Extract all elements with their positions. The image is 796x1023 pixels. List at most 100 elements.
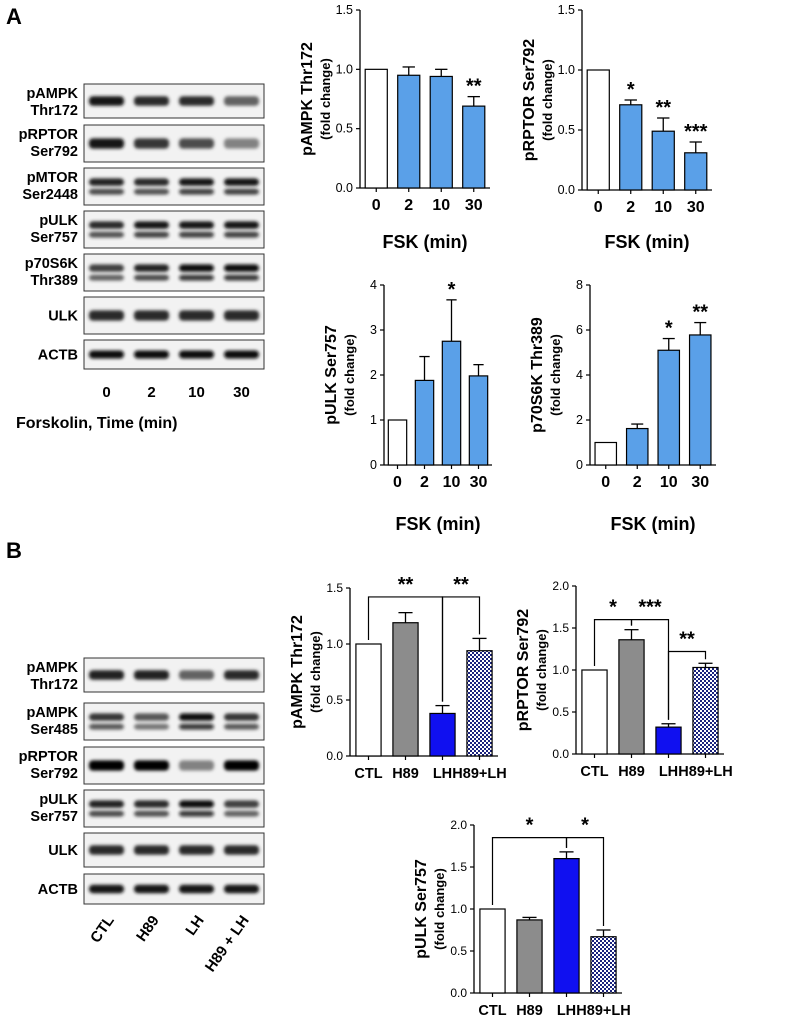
blot-b-strip bbox=[83, 789, 265, 828]
blot-a-band bbox=[178, 274, 215, 281]
blot-a-band bbox=[178, 138, 215, 149]
blot-b-frame bbox=[83, 789, 265, 828]
blot-b-band bbox=[88, 800, 125, 808]
blot-b-strip bbox=[83, 832, 265, 868]
blot-b-band bbox=[88, 760, 125, 771]
chart-5: 0.0 0.5 1.0 1.5 pAMPK Thr172 (fold change) CTL… bbox=[289, 574, 507, 782]
y-tick-label: 1.5 bbox=[558, 3, 575, 17]
y-tick-label: 0.0 bbox=[450, 986, 467, 1000]
blot-b-lane-label: LH bbox=[182, 913, 207, 939]
blot-b-label: Thr172 bbox=[30, 677, 78, 693]
blot-a-label-row: ULK bbox=[48, 309, 78, 325]
significance-marker: ** bbox=[655, 97, 671, 119]
blot-a-band bbox=[133, 178, 170, 186]
x-axis-label: FSK (min) bbox=[383, 232, 468, 252]
bracket-label: ** bbox=[453, 574, 469, 596]
y-axis-sublabel: (fold change) bbox=[534, 629, 549, 711]
bar bbox=[364, 68, 388, 189]
blot-b-band bbox=[223, 800, 260, 808]
blot-a-band bbox=[133, 138, 170, 149]
x-tick-label: CTL bbox=[478, 1003, 506, 1019]
blot-b-lane-label: H89 + LH bbox=[202, 913, 253, 976]
y-tick-label: 1.5 bbox=[326, 581, 343, 595]
y-tick-label: 0.0 bbox=[558, 183, 575, 197]
blot-b-band bbox=[223, 884, 260, 894]
significance-marker: * bbox=[448, 279, 456, 301]
significance-marker: ** bbox=[466, 76, 482, 98]
panel-label-b: B bbox=[6, 538, 22, 563]
y-tick-label: 1.5 bbox=[336, 3, 353, 17]
blot-b-band bbox=[223, 713, 260, 721]
blot-a-label: pAMPK bbox=[26, 86, 78, 102]
blot-a-strip bbox=[83, 83, 265, 119]
bar bbox=[655, 726, 682, 755]
chart-6: 0.0 0.5 1.0 1.5 2.0 pRPTOR Ser792 (fold change… bbox=[515, 579, 733, 780]
blot-b-strip bbox=[83, 657, 265, 693]
blot-a-label: pULK bbox=[39, 213, 78, 229]
blot-a-x-title: Forskolin, Time (min) bbox=[16, 415, 178, 432]
blot-b-band bbox=[178, 760, 215, 771]
bar bbox=[466, 650, 493, 757]
bar bbox=[392, 622, 419, 757]
blot-b-band bbox=[178, 845, 215, 855]
bar bbox=[625, 427, 649, 466]
blot-a-band bbox=[178, 221, 215, 229]
blot-b-strip bbox=[83, 746, 265, 785]
blot-b-band bbox=[178, 800, 215, 808]
blot-a-band bbox=[133, 231, 170, 238]
blot-a-band bbox=[223, 188, 260, 195]
blot-a-band bbox=[133, 96, 170, 106]
y-tick-label: 0.5 bbox=[552, 705, 569, 719]
blot-a-band bbox=[223, 231, 260, 238]
blot-b-lane-label: H89 bbox=[133, 913, 163, 945]
bar bbox=[387, 419, 408, 466]
bar bbox=[618, 639, 645, 755]
y-axis-sublabel: (fold change) bbox=[308, 631, 323, 713]
blot-a-label: Thr389 bbox=[30, 273, 78, 289]
chart-3: 0 1 2 3 4 pULK Ser757 (fold change) 0 2 * 10 30 FSK … bbox=[323, 278, 492, 534]
bar bbox=[462, 105, 486, 189]
y-tick-label: 2 bbox=[576, 413, 583, 427]
blot-a-strip bbox=[83, 296, 265, 335]
chart-7: 0.0 0.5 1.0 1.5 2.0 pULK Ser757 (fold change) C… bbox=[413, 815, 631, 1019]
y-tick-label: 0.5 bbox=[336, 122, 353, 136]
blot-a-band bbox=[88, 138, 125, 149]
x-tick-label: 10 bbox=[660, 474, 678, 491]
blot-b-band bbox=[88, 884, 125, 894]
chart-2: 0.0 0.5 1.0 1.5 pRPTOR Ser792 (fold change) 0 *… bbox=[521, 3, 712, 252]
y-tick-label: 0.0 bbox=[336, 181, 353, 195]
blot-a-strip bbox=[83, 124, 265, 163]
blot-b-label: pULK bbox=[39, 792, 78, 808]
x-tick-label: H89+LH bbox=[452, 766, 506, 782]
bracket-label: * bbox=[581, 815, 589, 837]
y-axis-sublabel: (fold change) bbox=[318, 58, 333, 140]
y-tick-label: 3 bbox=[370, 323, 377, 337]
x-tick-label: 10 bbox=[443, 474, 461, 491]
y-tick-label: 8 bbox=[576, 278, 583, 292]
blot-a-band bbox=[223, 274, 260, 281]
y-tick-label: 0.0 bbox=[326, 749, 343, 763]
y-tick-label: 2.0 bbox=[450, 818, 467, 832]
y-axis-label: pULK Ser757 bbox=[323, 325, 340, 425]
blot-a-band bbox=[88, 178, 125, 186]
blot-b-label: pAMPK bbox=[26, 660, 78, 676]
blot-b-label: Ser485 bbox=[30, 722, 78, 738]
x-tick-label: CTL bbox=[354, 766, 382, 782]
significance-marker: ** bbox=[692, 302, 708, 324]
x-tick-label: 30 bbox=[687, 199, 705, 216]
bar bbox=[429, 75, 453, 189]
blot-a-band bbox=[178, 264, 215, 272]
blot-b-lane-label: CTL bbox=[87, 913, 118, 947]
x-tick-label: 30 bbox=[470, 474, 488, 491]
y-tick-label: 0.5 bbox=[558, 123, 575, 137]
y-tick-label: 0 bbox=[576, 458, 583, 472]
x-tick-label: H89 bbox=[392, 766, 419, 782]
significance-marker: * bbox=[627, 79, 635, 101]
bar bbox=[590, 936, 617, 994]
x-tick-label: 10 bbox=[432, 197, 450, 214]
chart-1: 0.0 0.5 1.0 1.5 pAMPK Thr172 (fold change) 0 2 1… bbox=[299, 3, 490, 252]
blot-a-frame bbox=[83, 167, 265, 206]
